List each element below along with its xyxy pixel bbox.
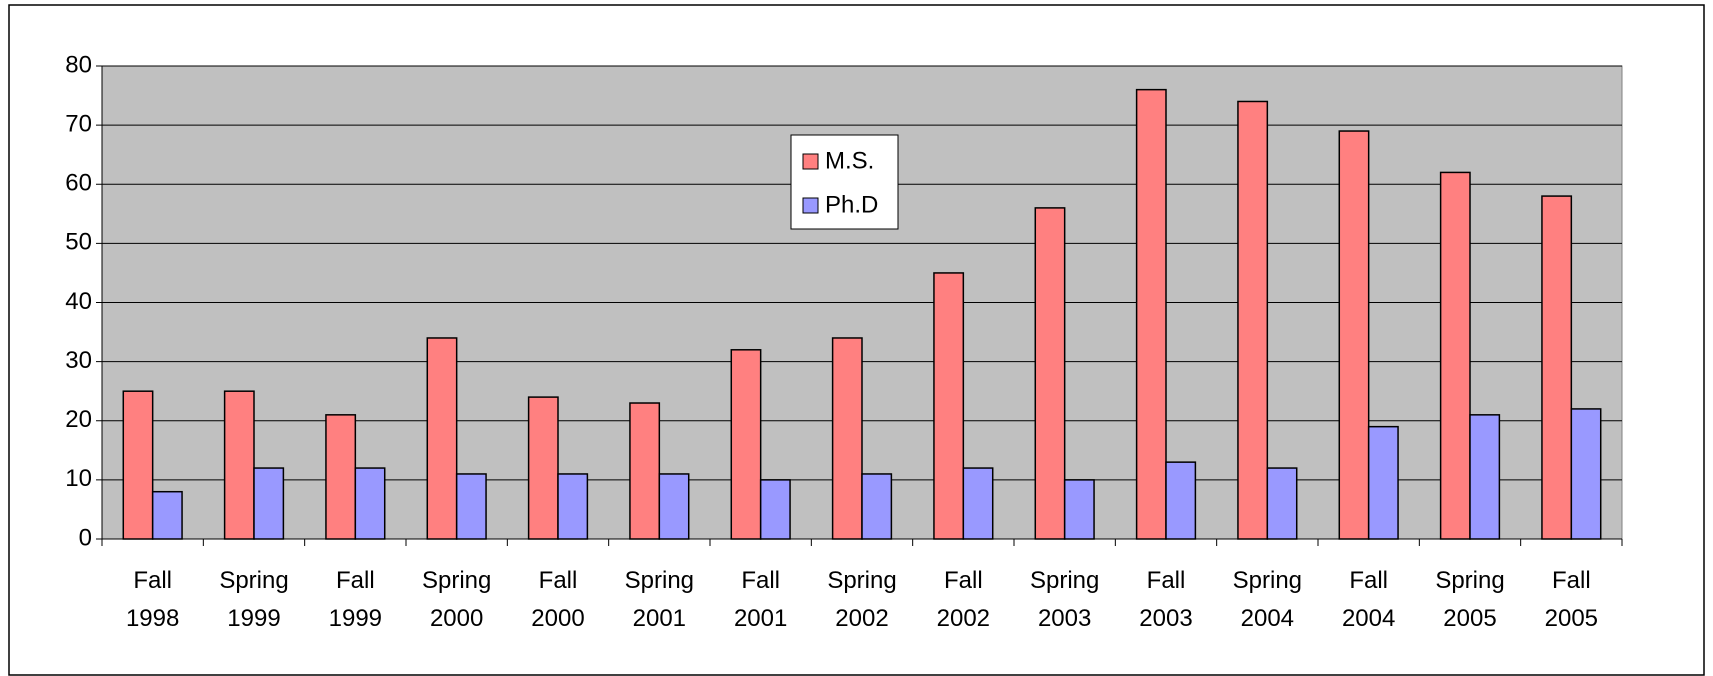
bar xyxy=(1367,425,1399,540)
x-tick-label: Fall 2000 xyxy=(531,567,585,632)
bar xyxy=(557,473,589,540)
bar xyxy=(1469,414,1501,540)
y-tick-label: 60 xyxy=(65,170,92,197)
bar xyxy=(759,479,791,540)
bar xyxy=(426,337,458,540)
x-tick-label: Spring 1999 xyxy=(219,567,289,632)
x-tick-label: Fall 2003 xyxy=(1139,567,1193,632)
bar xyxy=(253,467,285,540)
bar xyxy=(1135,88,1167,540)
bar xyxy=(325,414,357,540)
bar xyxy=(730,349,762,540)
bar xyxy=(354,467,386,540)
bar xyxy=(962,467,994,540)
x-tick-label: Fall 1998 xyxy=(125,567,180,632)
x-tick-label: Fall 2002 xyxy=(936,567,991,632)
bar xyxy=(1034,207,1066,540)
bar xyxy=(455,473,487,540)
legend-label: Ph.D xyxy=(825,191,878,218)
bar xyxy=(1165,461,1197,540)
y-tick-label: 10 xyxy=(65,465,92,492)
bar xyxy=(831,337,863,540)
x-tick-label: Spring 2004 xyxy=(1232,567,1303,632)
y-tick-label: 30 xyxy=(65,347,92,374)
y-tick-label: 0 xyxy=(79,524,92,551)
x-tick-label: Spring 2001 xyxy=(624,567,695,632)
legend-swatch xyxy=(802,197,819,214)
bar xyxy=(1338,130,1370,540)
bar xyxy=(658,473,690,540)
bar xyxy=(122,390,154,540)
y-tick-label: 80 xyxy=(65,51,92,78)
x-tick-label: Fall 2005 xyxy=(1544,567,1599,632)
bar xyxy=(1266,467,1298,540)
bar xyxy=(223,390,255,540)
x-tick-label: Fall 2004 xyxy=(1341,567,1396,632)
bar xyxy=(1237,100,1269,540)
y-tick-label: 70 xyxy=(65,110,92,137)
legend-label: M.S. xyxy=(825,147,874,174)
bar xyxy=(861,473,893,540)
bar xyxy=(629,402,661,540)
x-tick-label: Spring 2002 xyxy=(827,567,897,632)
x-tick-label: Spring 2000 xyxy=(421,567,492,632)
bar xyxy=(933,272,965,540)
x-tick-label: Spring 2005 xyxy=(1435,567,1505,632)
bar xyxy=(1439,171,1471,540)
bar xyxy=(527,396,559,540)
bar xyxy=(1063,479,1095,540)
legend-swatch xyxy=(802,153,819,170)
y-tick-label: 40 xyxy=(65,288,92,315)
y-tick-label: 50 xyxy=(65,229,92,256)
x-tick-label: Fall 1999 xyxy=(328,567,383,632)
x-tick-label: Spring 2003 xyxy=(1029,567,1100,632)
x-tick-label: Fall 2001 xyxy=(733,567,788,632)
bar xyxy=(1541,195,1573,540)
bar xyxy=(151,490,183,540)
bar xyxy=(1570,408,1602,540)
y-tick-label: 20 xyxy=(65,406,92,433)
